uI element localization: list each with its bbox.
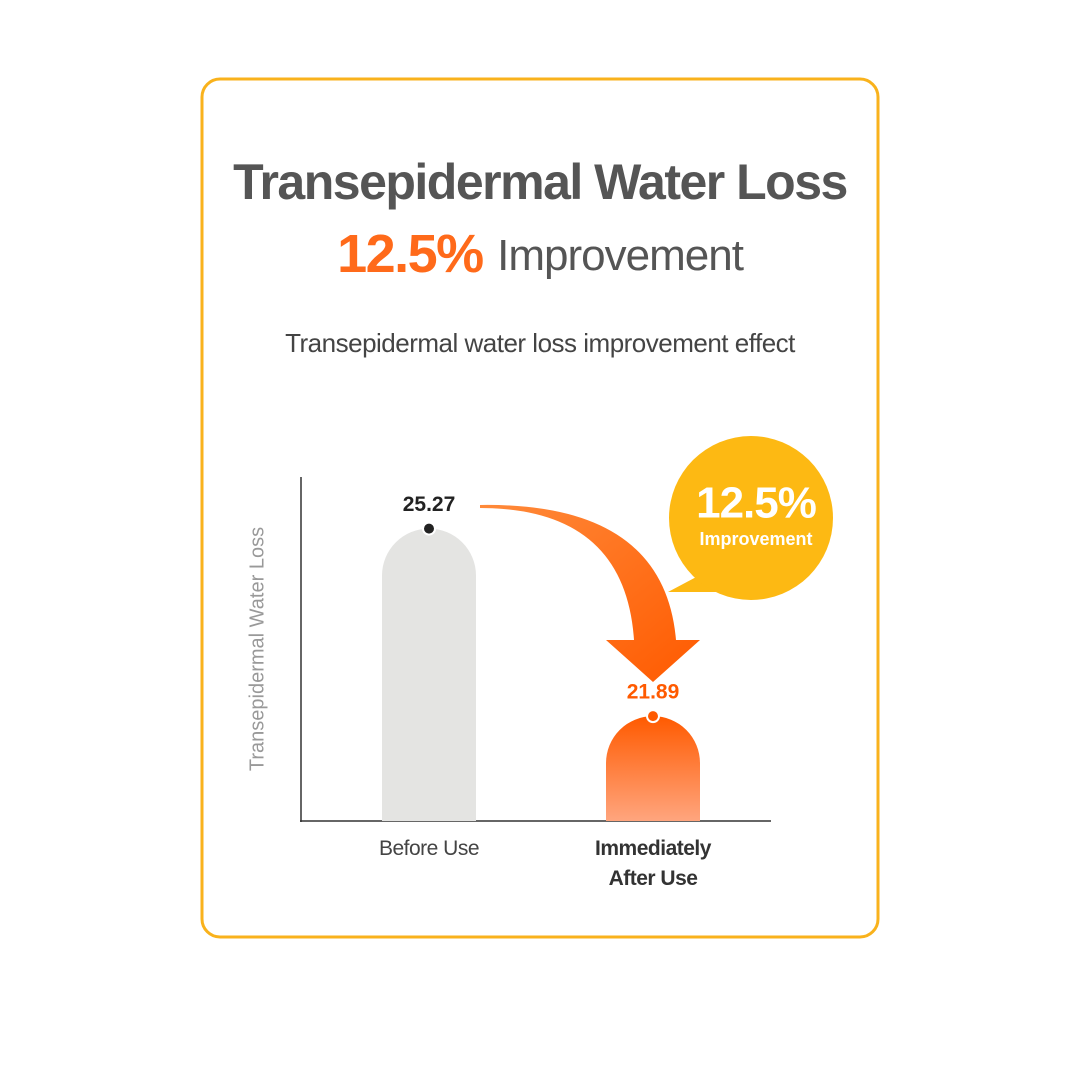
value-label: 25.27 bbox=[403, 493, 456, 516]
value-dot bbox=[646, 709, 660, 724]
bar bbox=[606, 716, 700, 821]
bar bbox=[382, 528, 476, 821]
headline-text: Improvement bbox=[497, 231, 744, 280]
x-tick-label: Immediately After Use bbox=[595, 837, 711, 890]
y-axis-label: Transepidermal Water Loss bbox=[246, 527, 268, 771]
chart-title: Transepidermal Water Loss bbox=[233, 154, 847, 210]
callout-value: 12.5% bbox=[696, 479, 816, 528]
callout-bubble bbox=[669, 436, 833, 600]
callout-tail bbox=[668, 575, 720, 592]
card bbox=[200, 77, 880, 939]
callout: 12.5% Improvement bbox=[668, 436, 833, 600]
subtitle: Transepidermal water loss improvement ef… bbox=[285, 328, 796, 358]
arrow bbox=[480, 504, 700, 682]
callout-text: Improvement bbox=[699, 529, 812, 549]
headline: 12.5% Improvement bbox=[337, 224, 744, 284]
headline-value: 12.5% bbox=[337, 224, 483, 284]
x-tick-label: Before Use bbox=[378, 837, 480, 860]
value-label: 21.89 bbox=[627, 681, 680, 704]
value-dot bbox=[422, 521, 436, 536]
